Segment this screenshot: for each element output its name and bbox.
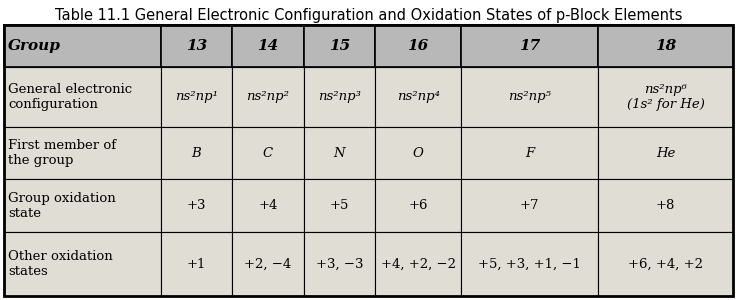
Bar <box>161 127 232 179</box>
Bar <box>232 179 304 232</box>
Text: ns²np⁶
(1s² for He): ns²np⁶ (1s² for He) <box>626 83 705 111</box>
Bar <box>232 232 304 296</box>
Bar <box>598 127 733 179</box>
Text: 14: 14 <box>257 39 279 53</box>
Text: Table 11.1 General Electronic Configuration and Oxidation States of p-Block Elem: Table 11.1 General Electronic Configurat… <box>55 8 682 23</box>
Text: +1: +1 <box>186 258 206 271</box>
Bar <box>232 67 304 127</box>
Text: C: C <box>263 146 273 160</box>
Text: +3: +3 <box>186 200 206 212</box>
Text: 18: 18 <box>655 39 676 53</box>
Bar <box>461 179 598 232</box>
Text: +6: +6 <box>408 200 427 212</box>
Text: 15: 15 <box>329 39 350 53</box>
Bar <box>375 179 461 232</box>
Text: +2, −4: +2, −4 <box>244 258 292 271</box>
Text: Group oxidation
state: Group oxidation state <box>8 192 116 220</box>
Bar <box>161 232 232 296</box>
Text: ns²np¹: ns²np¹ <box>175 90 218 103</box>
Bar <box>598 179 733 232</box>
Text: +5, +3, +1, −1: +5, +3, +1, −1 <box>478 258 581 271</box>
Text: 16: 16 <box>408 39 429 53</box>
Bar <box>4 67 161 127</box>
Bar <box>598 232 733 296</box>
Bar <box>304 127 375 179</box>
Text: B: B <box>192 146 201 160</box>
Bar <box>4 179 161 232</box>
Text: +5: +5 <box>329 200 349 212</box>
Bar <box>461 25 598 67</box>
Bar <box>375 67 461 127</box>
Bar <box>461 67 598 127</box>
Text: +4: +4 <box>258 200 278 212</box>
Bar <box>304 232 375 296</box>
Bar <box>461 127 598 179</box>
Bar <box>161 25 232 67</box>
Text: O: O <box>413 146 424 160</box>
Text: He: He <box>656 146 675 160</box>
Bar <box>161 179 232 232</box>
Text: +4, +2, −2: +4, +2, −2 <box>380 258 455 271</box>
Text: 17: 17 <box>519 39 540 53</box>
Bar <box>304 25 375 67</box>
Bar <box>598 67 733 127</box>
Text: +6, +4, +2: +6, +4, +2 <box>628 258 703 271</box>
Text: ns²np⁵: ns²np⁵ <box>508 90 551 103</box>
Text: F: F <box>525 146 534 160</box>
Bar <box>232 25 304 67</box>
Bar <box>304 67 375 127</box>
Text: +3, −3: +3, −3 <box>315 258 363 271</box>
Text: Group: Group <box>8 39 61 53</box>
Bar <box>598 25 733 67</box>
Text: +7: +7 <box>520 200 539 212</box>
Bar <box>375 127 461 179</box>
Bar <box>304 179 375 232</box>
Bar <box>4 127 161 179</box>
Bar <box>4 232 161 296</box>
Text: ns²np³: ns²np³ <box>318 90 361 103</box>
Text: ns²np²: ns²np² <box>246 90 290 103</box>
Text: General electronic
configuration: General electronic configuration <box>8 83 132 111</box>
Text: +8: +8 <box>656 200 675 212</box>
Text: Other oxidation
states: Other oxidation states <box>8 250 113 278</box>
Bar <box>375 232 461 296</box>
Bar <box>461 232 598 296</box>
Bar <box>232 127 304 179</box>
Text: First member of
the group: First member of the group <box>8 139 116 167</box>
Text: ns²np⁴: ns²np⁴ <box>397 90 439 103</box>
Text: 13: 13 <box>186 39 207 53</box>
Bar <box>161 67 232 127</box>
Text: N: N <box>334 146 345 160</box>
Bar <box>4 25 161 67</box>
Bar <box>375 25 461 67</box>
